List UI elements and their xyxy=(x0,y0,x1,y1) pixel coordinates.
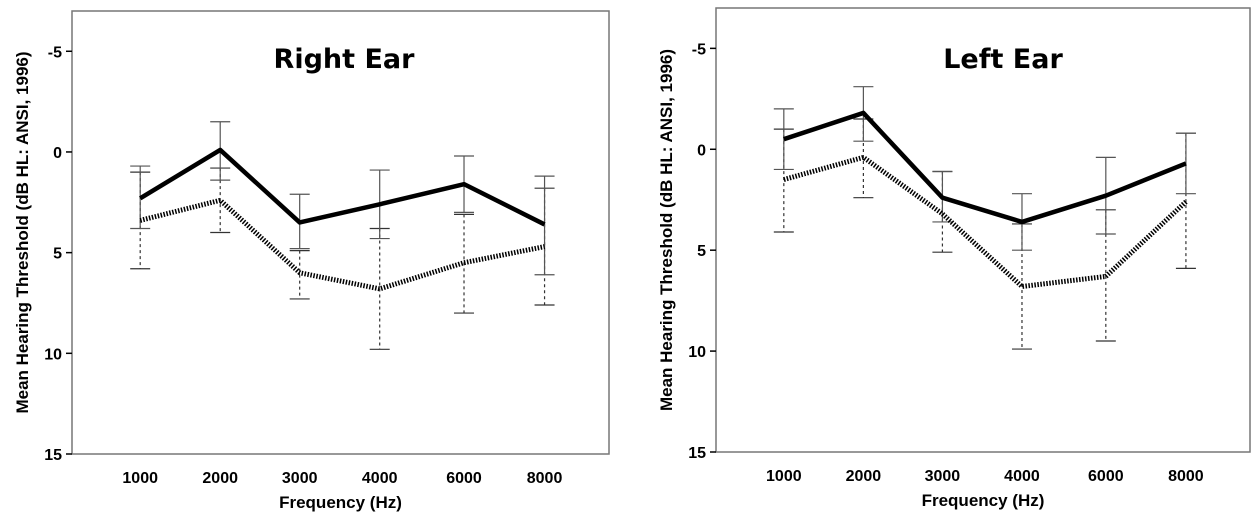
x-tick-label: 6000 xyxy=(1088,468,1124,485)
solid-series-line xyxy=(783,110,1187,225)
x-tick-label: 3000 xyxy=(925,468,961,485)
x-tick-label: 4000 xyxy=(1004,468,1040,485)
x-tick-label: 8000 xyxy=(1168,468,1204,485)
solid-series-line xyxy=(139,147,546,227)
x-tick-label: 3000 xyxy=(282,470,318,487)
chart-title: Right Ear xyxy=(274,44,416,75)
plot-frame xyxy=(71,10,610,455)
y-tick-label: 10 xyxy=(44,346,62,363)
x-axis-title: Frequency (Hz) xyxy=(922,491,1045,510)
dotted-series-line xyxy=(783,154,1188,290)
y-tick-label: -5 xyxy=(692,41,706,58)
left-ear-chart: -5 0 5 10 15 1000 2000 3000 4000 6000 8000 Left Ear… xyxy=(657,7,1251,510)
y-tick-label: 10 xyxy=(688,344,706,361)
plot-frame xyxy=(715,7,1251,453)
x-tick-label: 1000 xyxy=(122,470,158,487)
x-axis-title: Frequency (Hz) xyxy=(279,493,402,512)
y-tick-label: 15 xyxy=(688,445,706,462)
y-axis-title: Mean Hearing Threshold (dB HL: ANSI, 199… xyxy=(13,51,32,413)
y-tick-label: 0 xyxy=(53,145,62,162)
x-tick-label: 6000 xyxy=(446,470,482,487)
x-tick-label: 1000 xyxy=(766,468,802,485)
y-axis-title: Mean Hearing Threshold (dB HL: ANSI, 199… xyxy=(657,49,676,411)
y-tick-label: 5 xyxy=(697,243,706,260)
x-tick-label: 2000 xyxy=(202,470,238,487)
chart-title: Left Ear xyxy=(943,44,1063,75)
y-tick-label: 5 xyxy=(53,246,62,263)
x-tick-label: 8000 xyxy=(527,470,563,487)
y-tick-label: 15 xyxy=(44,447,62,464)
right-ear-chart: -5 0 5 10 15 1000 2000 3000 4000 6000 8000 Right Ea… xyxy=(13,10,610,512)
x-tick-label: 2000 xyxy=(846,468,882,485)
y-tick-label: 0 xyxy=(697,142,706,159)
x-tick-label: 4000 xyxy=(362,470,398,487)
y-tick-label: -5 xyxy=(48,44,62,61)
